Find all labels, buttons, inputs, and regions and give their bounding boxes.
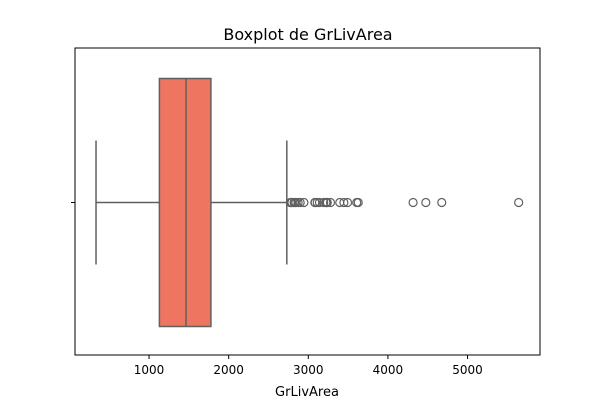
outlier-point	[322, 197, 332, 208]
chart-marks	[95, 77, 524, 328]
outlier-point	[437, 197, 447, 208]
outlier-point	[408, 197, 418, 208]
x-axis-label: GrLivArea	[275, 385, 339, 400]
x-tick-label: 4000	[373, 363, 404, 377]
x-tick-label: 1000	[134, 363, 165, 377]
x-tick-label: 2000	[213, 363, 244, 377]
outlier-point	[339, 197, 349, 208]
outlier-point	[299, 197, 309, 208]
iqr-box	[158, 77, 212, 328]
outlier-point	[325, 197, 336, 208]
x-tick-label: 5000	[452, 363, 483, 377]
chart-title: Boxplot de GrLivArea	[223, 25, 392, 44]
x-axis-ticks: 1000 2000 3000 4000 5000	[71, 202, 483, 377]
x-tick-label: 3000	[293, 363, 324, 377]
outlier-point	[514, 197, 524, 208]
outlier-point	[353, 197, 363, 208]
outlier-point	[342, 197, 353, 208]
outlier-point	[295, 197, 305, 208]
outlier-point	[421, 197, 431, 208]
plot-area-frame	[74, 47, 541, 356]
